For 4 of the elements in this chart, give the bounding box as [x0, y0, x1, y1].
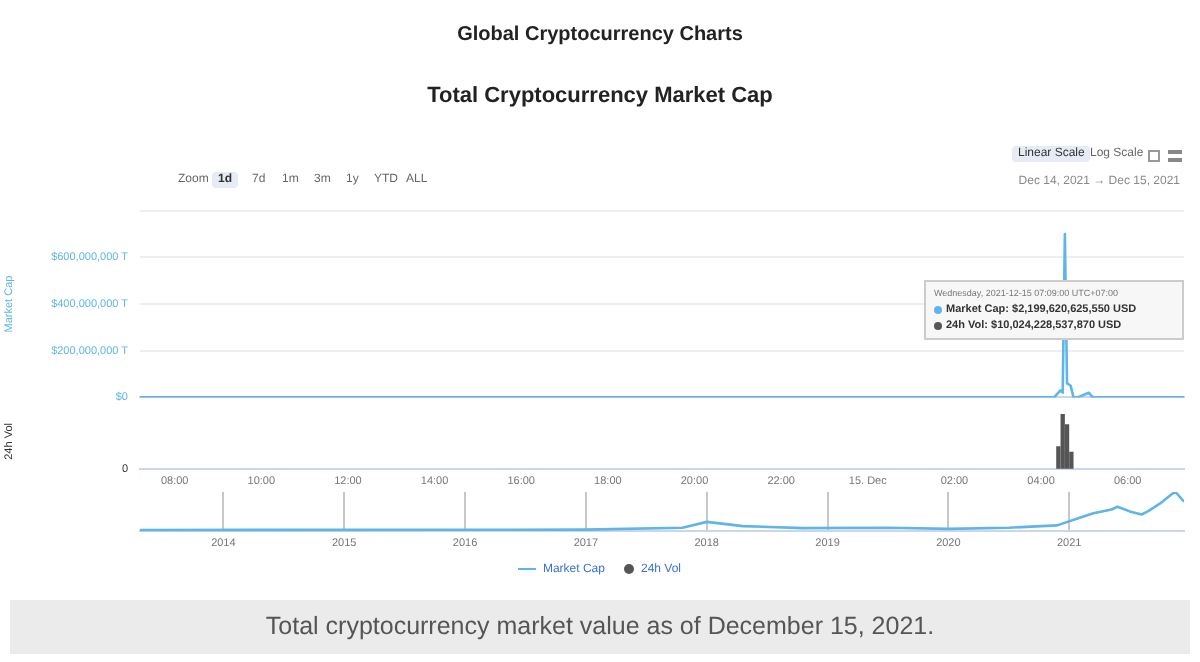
- chart-title: Global Cryptocurrency Charts: [455, 24, 745, 46]
- chart-subtitle: Total Cryptocurrency Market Cap: [425, 84, 775, 108]
- bar: [1060, 414, 1065, 469]
- text: Total cryptocurrency market value as of December 15, 2021.: [10, 600, 1190, 654]
